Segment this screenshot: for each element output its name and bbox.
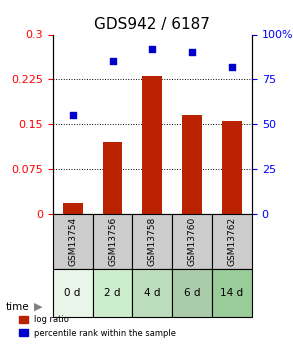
FancyBboxPatch shape xyxy=(212,269,252,317)
Text: 4 d: 4 d xyxy=(144,288,161,298)
Bar xyxy=(63,203,83,214)
FancyBboxPatch shape xyxy=(212,214,252,269)
Text: GSM13754: GSM13754 xyxy=(68,217,77,266)
Text: time: time xyxy=(6,302,30,312)
FancyBboxPatch shape xyxy=(132,214,172,269)
Point xyxy=(150,46,155,52)
FancyBboxPatch shape xyxy=(172,214,212,269)
Text: GSM13756: GSM13756 xyxy=(108,217,117,266)
Bar xyxy=(222,121,242,214)
FancyBboxPatch shape xyxy=(132,269,172,317)
Bar xyxy=(142,76,162,214)
Point xyxy=(190,50,195,55)
FancyBboxPatch shape xyxy=(93,214,132,269)
Text: 2 d: 2 d xyxy=(104,288,121,298)
Text: GSM13760: GSM13760 xyxy=(188,217,197,266)
FancyBboxPatch shape xyxy=(172,269,212,317)
Text: 14 d: 14 d xyxy=(221,288,243,298)
Legend: log ratio, percentile rank within the sample: log ratio, percentile rank within the sa… xyxy=(16,312,180,341)
Text: 0 d: 0 d xyxy=(64,288,81,298)
Bar xyxy=(182,115,202,214)
Text: GSM13758: GSM13758 xyxy=(148,217,157,266)
Point xyxy=(70,112,75,118)
Text: 6 d: 6 d xyxy=(184,288,200,298)
Point xyxy=(110,59,115,64)
FancyBboxPatch shape xyxy=(53,214,93,269)
Text: ▶: ▶ xyxy=(34,302,42,312)
Point xyxy=(230,64,234,70)
Text: GSM13762: GSM13762 xyxy=(228,217,236,266)
Title: GDS942 / 6187: GDS942 / 6187 xyxy=(94,17,210,32)
FancyBboxPatch shape xyxy=(93,269,132,317)
FancyBboxPatch shape xyxy=(53,269,93,317)
Bar xyxy=(103,142,122,214)
